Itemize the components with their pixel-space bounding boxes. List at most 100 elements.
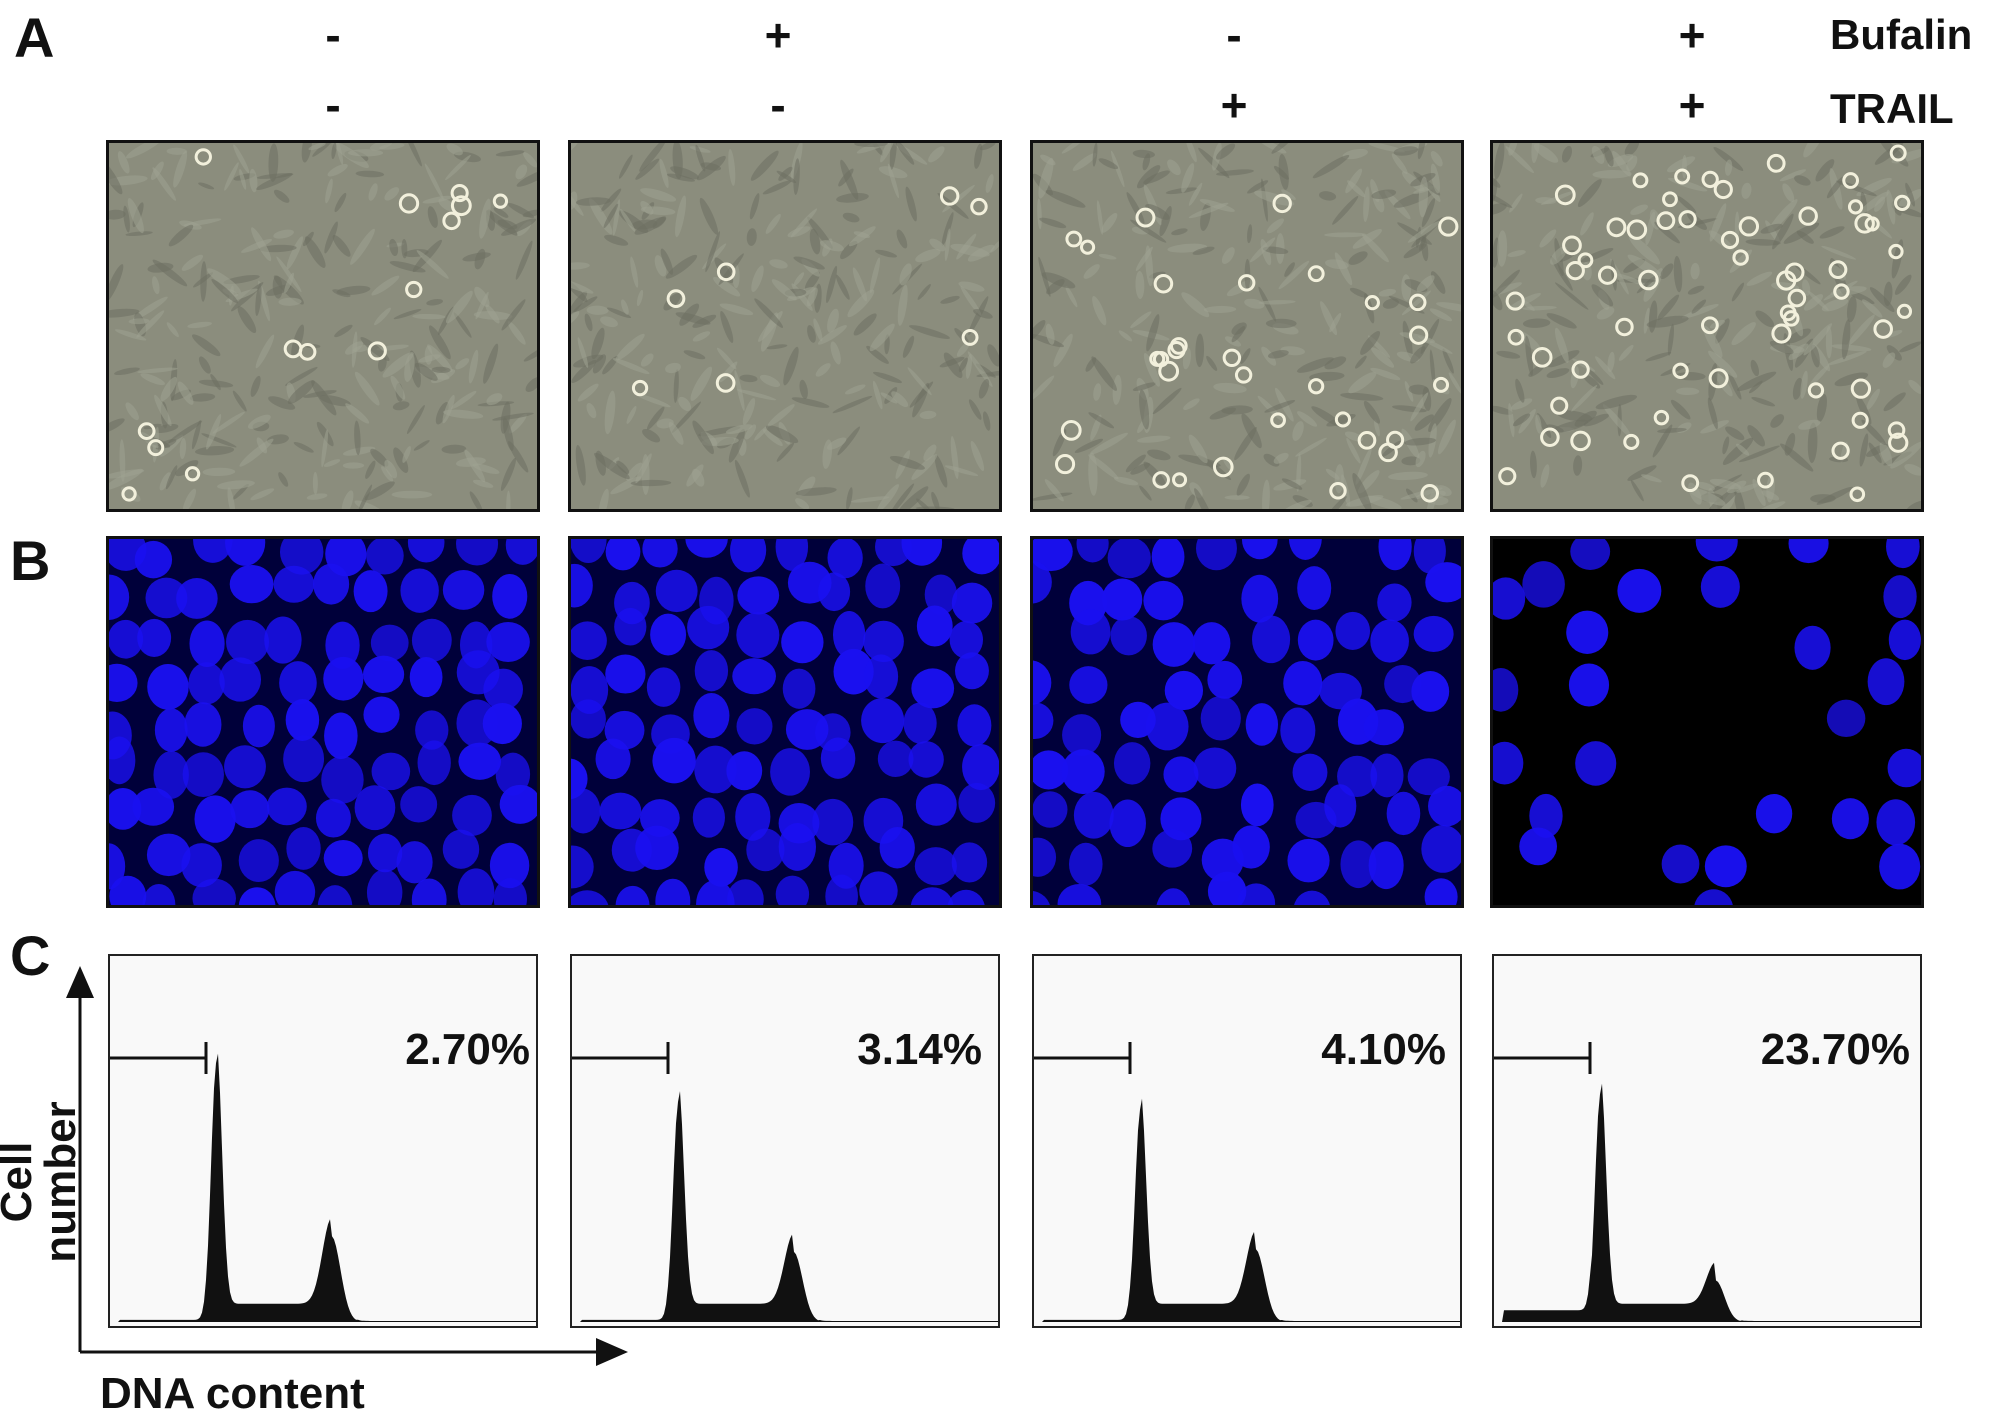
nucleus — [1876, 799, 1916, 846]
nucleus — [354, 785, 396, 831]
nucleus — [746, 828, 785, 872]
nucleus — [489, 842, 530, 889]
nucleus — [266, 787, 307, 826]
nucleus — [415, 710, 449, 750]
nucleus — [137, 618, 172, 657]
rounded-cell — [367, 341, 387, 361]
nucleus — [1493, 668, 1519, 712]
nucleus — [599, 792, 642, 830]
nucleus — [595, 738, 631, 780]
rounded-cell — [1771, 323, 1792, 344]
nucleus — [947, 889, 985, 905]
nucleus — [1386, 791, 1421, 836]
rounded-cell — [1507, 328, 1525, 346]
rounded-cell — [1212, 456, 1234, 478]
nucleus — [1070, 608, 1111, 655]
rounded-cell — [961, 328, 979, 346]
rounded-cell — [1623, 433, 1640, 451]
nucleus — [1424, 878, 1458, 905]
nucleus — [1425, 562, 1461, 603]
rounded-cell — [1678, 210, 1697, 229]
nucleus — [646, 667, 681, 707]
nucleus — [371, 752, 411, 791]
rounded-cell — [1420, 484, 1440, 503]
nucleus — [238, 887, 276, 905]
rounded-cell — [1681, 474, 1700, 493]
bufalin-sign-3: - — [1226, 9, 1242, 61]
nucleus — [1575, 741, 1617, 786]
nucleus — [1109, 799, 1146, 848]
nucleus — [571, 563, 593, 608]
rounded-cell — [1732, 249, 1749, 266]
panel-label-a: A — [14, 6, 55, 69]
nucleus — [1363, 709, 1404, 746]
rounded-cell — [147, 439, 165, 457]
rounded-cell — [1766, 153, 1786, 173]
rounded-cell — [1662, 191, 1678, 208]
nucleus — [571, 539, 607, 563]
treatment-label-bufalin: Bufalin — [1830, 11, 1973, 58]
nucleus — [1164, 670, 1204, 711]
nucleus — [363, 696, 400, 733]
nucleus — [735, 792, 771, 841]
nucleus — [1522, 561, 1565, 608]
rounded-cell — [1894, 194, 1911, 212]
nucleus — [832, 611, 866, 659]
nucleus — [782, 668, 816, 709]
rounded-cell — [1158, 360, 1180, 382]
panel-label-c: C — [10, 924, 51, 987]
rounded-cell — [1167, 341, 1186, 360]
dapi-image-3 — [1030, 536, 1464, 908]
nucleus — [865, 563, 901, 609]
rounded-cell — [1849, 486, 1866, 503]
nucleus — [1519, 827, 1558, 866]
nucleus — [694, 745, 737, 794]
percentage-3: 4.10% — [1321, 1025, 1446, 1074]
nucleus — [193, 539, 233, 563]
nucleus — [879, 827, 915, 869]
nucleus — [225, 539, 266, 566]
nucleus — [1888, 619, 1921, 661]
nucleus — [1033, 791, 1068, 828]
nucleus — [229, 564, 274, 604]
dapi-image-2 — [568, 536, 1002, 908]
rounded-cell — [1626, 219, 1648, 240]
nucleus — [692, 797, 725, 838]
nucleus — [704, 847, 738, 887]
nucleus — [279, 539, 324, 575]
nucleus — [1033, 890, 1050, 905]
nucleus — [132, 787, 175, 826]
nucleus — [1297, 566, 1332, 610]
rounded-cell — [194, 148, 212, 166]
nucleus — [1207, 871, 1247, 905]
nucleus — [493, 877, 527, 905]
rounded-cell — [1432, 376, 1450, 393]
nucleus — [315, 798, 351, 838]
nucleus — [242, 704, 275, 748]
rounded-cell — [1757, 471, 1774, 489]
nucleus — [286, 827, 321, 870]
rounded-cell — [1272, 193, 1292, 214]
nucleus — [499, 784, 537, 824]
nucleus — [325, 621, 360, 669]
nucleus — [1241, 574, 1279, 623]
nucleus — [176, 578, 218, 619]
nucleus — [264, 616, 302, 664]
rounded-cell — [1577, 252, 1594, 269]
nucleus — [442, 829, 480, 869]
bufalin-sign-4: + — [1678, 9, 1706, 61]
nucleus — [951, 582, 993, 624]
nucleus — [411, 878, 447, 905]
nucleus — [1617, 568, 1662, 613]
nucleus — [486, 622, 530, 663]
nucleus — [230, 790, 270, 829]
nucleus — [571, 788, 601, 834]
x-axis-label: DNA content — [100, 1369, 365, 1418]
nucleus — [827, 539, 863, 579]
bufalin-sign-2: + — [764, 9, 792, 61]
nucleus — [1292, 753, 1328, 791]
rounded-cell — [1438, 216, 1459, 237]
nucleus — [226, 619, 270, 665]
nucleus — [1421, 825, 1461, 873]
nucleus — [1694, 889, 1733, 905]
